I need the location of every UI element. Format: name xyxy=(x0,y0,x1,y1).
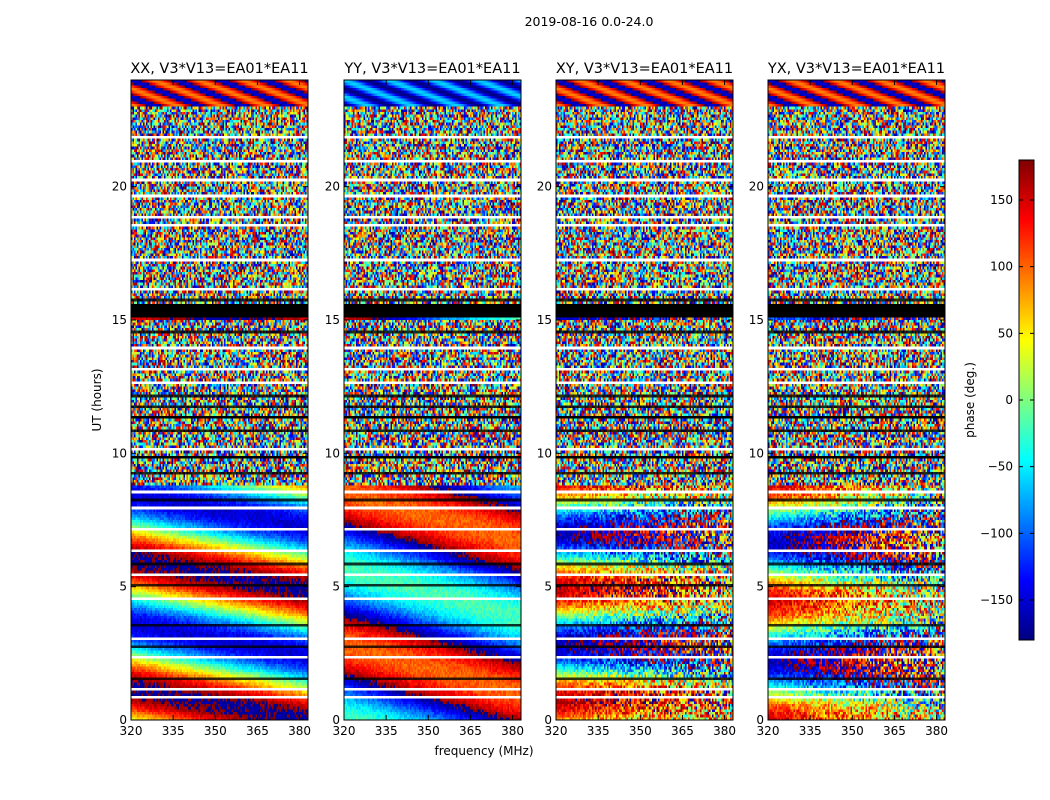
x-tick-label: 380 xyxy=(925,724,948,738)
x-tick-label: 320 xyxy=(757,724,780,738)
y-tick-label: 10 xyxy=(537,446,552,460)
x-tick-label: 320 xyxy=(333,724,356,738)
x-tick-label: 380 xyxy=(713,724,736,738)
x-tick-label: 320 xyxy=(545,724,568,738)
y-tick-label: 0 xyxy=(544,713,552,727)
panel-title-xy: XY, V3*V13=EA01*EA11 xyxy=(556,61,733,77)
panel-yx: YX, V3*V13=EA01*EA11 0 5 10 15 20 320 335 350 365… xyxy=(749,61,948,738)
panel-xy: XY, V3*V13=EA01*EA11 0 5 10 15 20 320 335 350 365… xyxy=(537,61,736,738)
y-tick-label: 15 xyxy=(325,313,340,327)
colorbar-tick-label: −100 xyxy=(980,526,1013,540)
x-tick-label: 365 xyxy=(246,724,269,738)
x-tick-label: 350 xyxy=(417,724,440,738)
y-tick-label: 15 xyxy=(749,313,764,327)
y-tick-label: 5 xyxy=(119,580,127,594)
colorbar-tick-label: −50 xyxy=(988,460,1013,474)
y-tick-label: 20 xyxy=(112,180,127,194)
phase-waterfall-xx xyxy=(131,80,308,720)
x-tick-label: 365 xyxy=(459,724,482,738)
x-tick-label: 335 xyxy=(799,724,822,738)
phase-waterfall-xy xyxy=(556,80,733,720)
panel-xx: XX, V3*V13=EA01*EA11 0 5 10 15 20 320 335 350 365… xyxy=(112,61,311,738)
colorbar-tick-label: 150 xyxy=(990,193,1013,207)
x-tick-label: 335 xyxy=(162,724,185,738)
y-tick-label: 5 xyxy=(544,580,552,594)
y-tick-label: 20 xyxy=(749,180,764,194)
phase-waterfall-yx xyxy=(768,80,945,720)
panels: XX, V3*V13=EA01*EA11 0 5 10 15 20 320 335 350 365… xyxy=(112,61,948,738)
x-axis-label: frequency (MHz) xyxy=(434,744,533,758)
y-tick-label: 5 xyxy=(756,580,764,594)
panel-frame xyxy=(130,79,309,721)
panel-title-xx: XX, V3*V13=EA01*EA11 xyxy=(130,61,308,77)
y-axis-label: UT (hours) xyxy=(90,368,104,431)
figure-title: 2019-08-16 0.0-24.0 xyxy=(525,14,654,29)
y-tick-label: 15 xyxy=(537,313,552,327)
colorbar-tick-label: 100 xyxy=(990,260,1013,274)
colorbar-tick-label: −150 xyxy=(980,593,1013,607)
x-tick-label: 335 xyxy=(587,724,610,738)
y-tick-label: 10 xyxy=(112,446,127,460)
panel-frame xyxy=(555,79,734,721)
colorbar-tick-label: 50 xyxy=(998,326,1013,340)
y-tick-label: 20 xyxy=(537,180,552,194)
x-tick-label: 365 xyxy=(671,724,694,738)
x-tick-label: 380 xyxy=(288,724,311,738)
panel-frame xyxy=(343,79,522,721)
y-tick-label: 10 xyxy=(749,446,764,460)
x-tick-label: 380 xyxy=(501,724,524,738)
y-tick-label: 10 xyxy=(325,446,340,460)
x-tick-label: 350 xyxy=(841,724,864,738)
phase-waterfall-yy xyxy=(344,80,521,720)
x-tick-label: 350 xyxy=(204,724,227,738)
x-tick-label: 335 xyxy=(375,724,398,738)
colorbar: phase (deg.) 150 100 50 0 −50 −100 −150 xyxy=(963,159,1035,641)
x-tick-label: 320 xyxy=(120,724,143,738)
x-tick-label: 365 xyxy=(883,724,906,738)
y-tick-label: 20 xyxy=(325,180,340,194)
colorbar-tick-label: 0 xyxy=(1005,393,1013,407)
y-tick-label: 0 xyxy=(119,713,127,727)
y-tick-label: 5 xyxy=(332,580,340,594)
panel-title-yx: YX, V3*V13=EA01*EA11 xyxy=(767,61,945,77)
panel-yy: YY, V3*V13=EA01*EA11 0 5 10 15 20 320 335 350 365… xyxy=(325,61,524,738)
y-tick-label: 15 xyxy=(112,313,127,327)
y-tick-label: 0 xyxy=(332,713,340,727)
y-tick-label: 0 xyxy=(756,713,764,727)
panel-frame xyxy=(767,79,946,721)
colorbar-label: phase (deg.) xyxy=(963,362,977,438)
x-tick-label: 350 xyxy=(629,724,652,738)
panel-title-yy: YY, V3*V13=EA01*EA11 xyxy=(343,61,520,77)
